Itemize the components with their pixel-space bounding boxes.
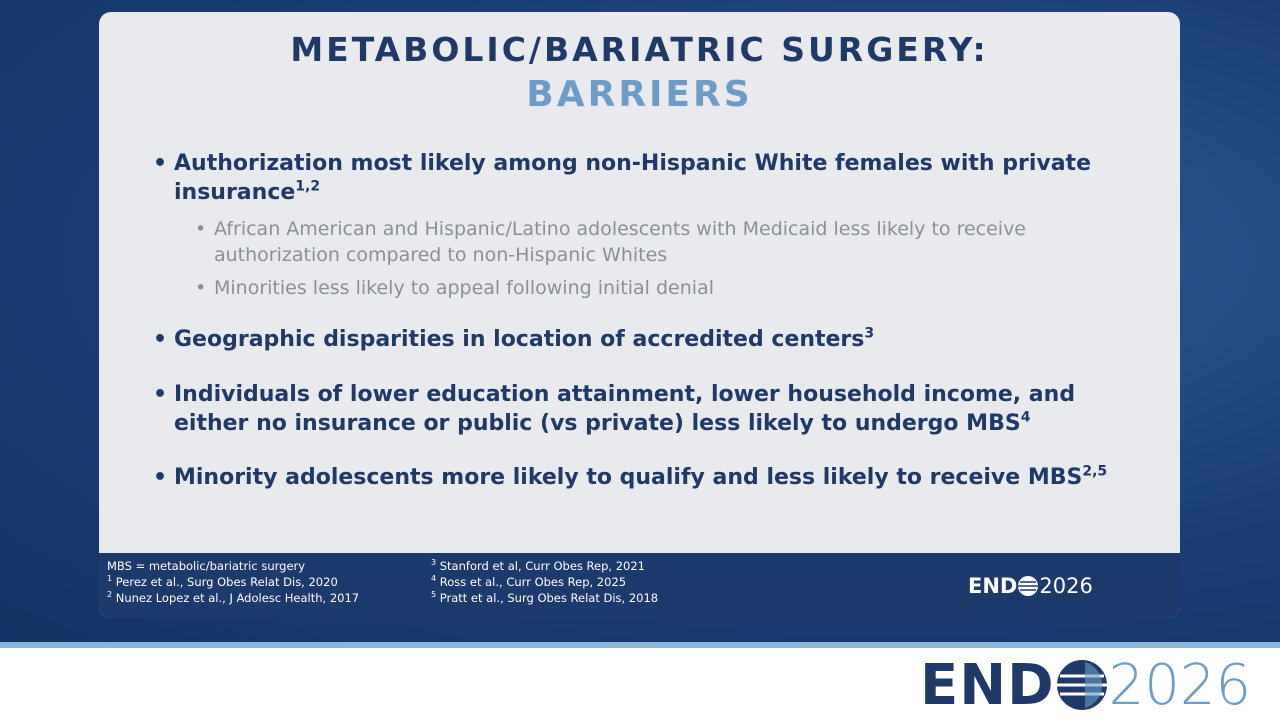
- citation: 4: [1020, 409, 1031, 426]
- ref-num: 4: [431, 574, 437, 584]
- logo-year: 2026: [1108, 652, 1252, 718]
- citation: 1,2: [295, 178, 321, 195]
- logo-globe: [1056, 660, 1107, 710]
- bullet-text: Minority adolescents more likely to qual…: [174, 465, 1083, 490]
- logo-name: END: [968, 574, 1018, 598]
- title: METABOLIC/BARIATRIC SURGERY:: [290, 30, 989, 69]
- reference: 5 Pratt et al., Surg Obes Relat Dis, 201…: [431, 591, 658, 605]
- bullet-text: Authorization most likely among non-Hisp…: [174, 151, 1091, 205]
- footer: MBS = metabolic/bariatric surgery 1 Pere…: [99, 553, 1180, 618]
- ref-num: 2: [107, 590, 113, 600]
- logo-name: END: [920, 652, 1055, 718]
- bullet: Geographic disparities in location of ac…: [153, 325, 1134, 354]
- citation: 3: [864, 325, 875, 342]
- bullet: Authorization most likely among non-Hisp…: [153, 149, 1134, 207]
- sub-bullet: Minorities less likely to appeal followi…: [195, 275, 1074, 301]
- bullet-text: Geographic disparities in location of ac…: [174, 327, 865, 352]
- ref-num: 5: [431, 590, 437, 600]
- logo-year: 2026: [1039, 574, 1093, 598]
- bullet: Minority adolescents more likely to qual…: [153, 463, 1134, 492]
- sub-bullet: African American and Hispanic/Latino ado…: [195, 216, 1074, 268]
- ref-text: Ross et al., Curr Obes Rep, 2025: [439, 575, 627, 589]
- reference: 3 Stanford et al, Curr Obes Rep, 2021: [431, 559, 645, 573]
- content-card: METABOLIC/BARIATRIC SURGERY: BARRIERS Au…: [99, 12, 1180, 618]
- subtitle: BARRIERS: [526, 74, 753, 115]
- ref-text: Stanford et al, Curr Obes Rep, 2021: [439, 559, 645, 573]
- ref-num: 1: [107, 574, 113, 584]
- citation: 2,5: [1082, 463, 1108, 480]
- logo-globe: [1018, 576, 1039, 596]
- ref-text: Perez et al., Surg Obes Relat Dis, 2020: [115, 575, 338, 589]
- stripe: [0, 642, 1280, 648]
- reference: 1 Perez et al., Surg Obes Relat Dis, 202…: [107, 575, 338, 589]
- abbreviation: MBS = metabolic/bariatric surgery: [107, 559, 306, 573]
- main-logo: END 2026: [920, 652, 1252, 718]
- ref-num: 3: [431, 558, 437, 568]
- reference: 4 Ross et al., Curr Obes Rep, 2025: [431, 575, 626, 589]
- ref-text: Pratt et al., Surg Obes Relat Dis, 2018: [439, 591, 659, 605]
- bullet-text: Individuals of lower education attainmen…: [174, 382, 1076, 436]
- ref-text: Nunez Lopez et al., J Adolesc Health, 20…: [115, 591, 360, 605]
- reference: 2 Nunez Lopez et al., J Adolesc Health, …: [107, 591, 359, 605]
- bullet: Individuals of lower education attainmen…: [153, 380, 1134, 438]
- footer-logo: END 2026: [968, 573, 1093, 599]
